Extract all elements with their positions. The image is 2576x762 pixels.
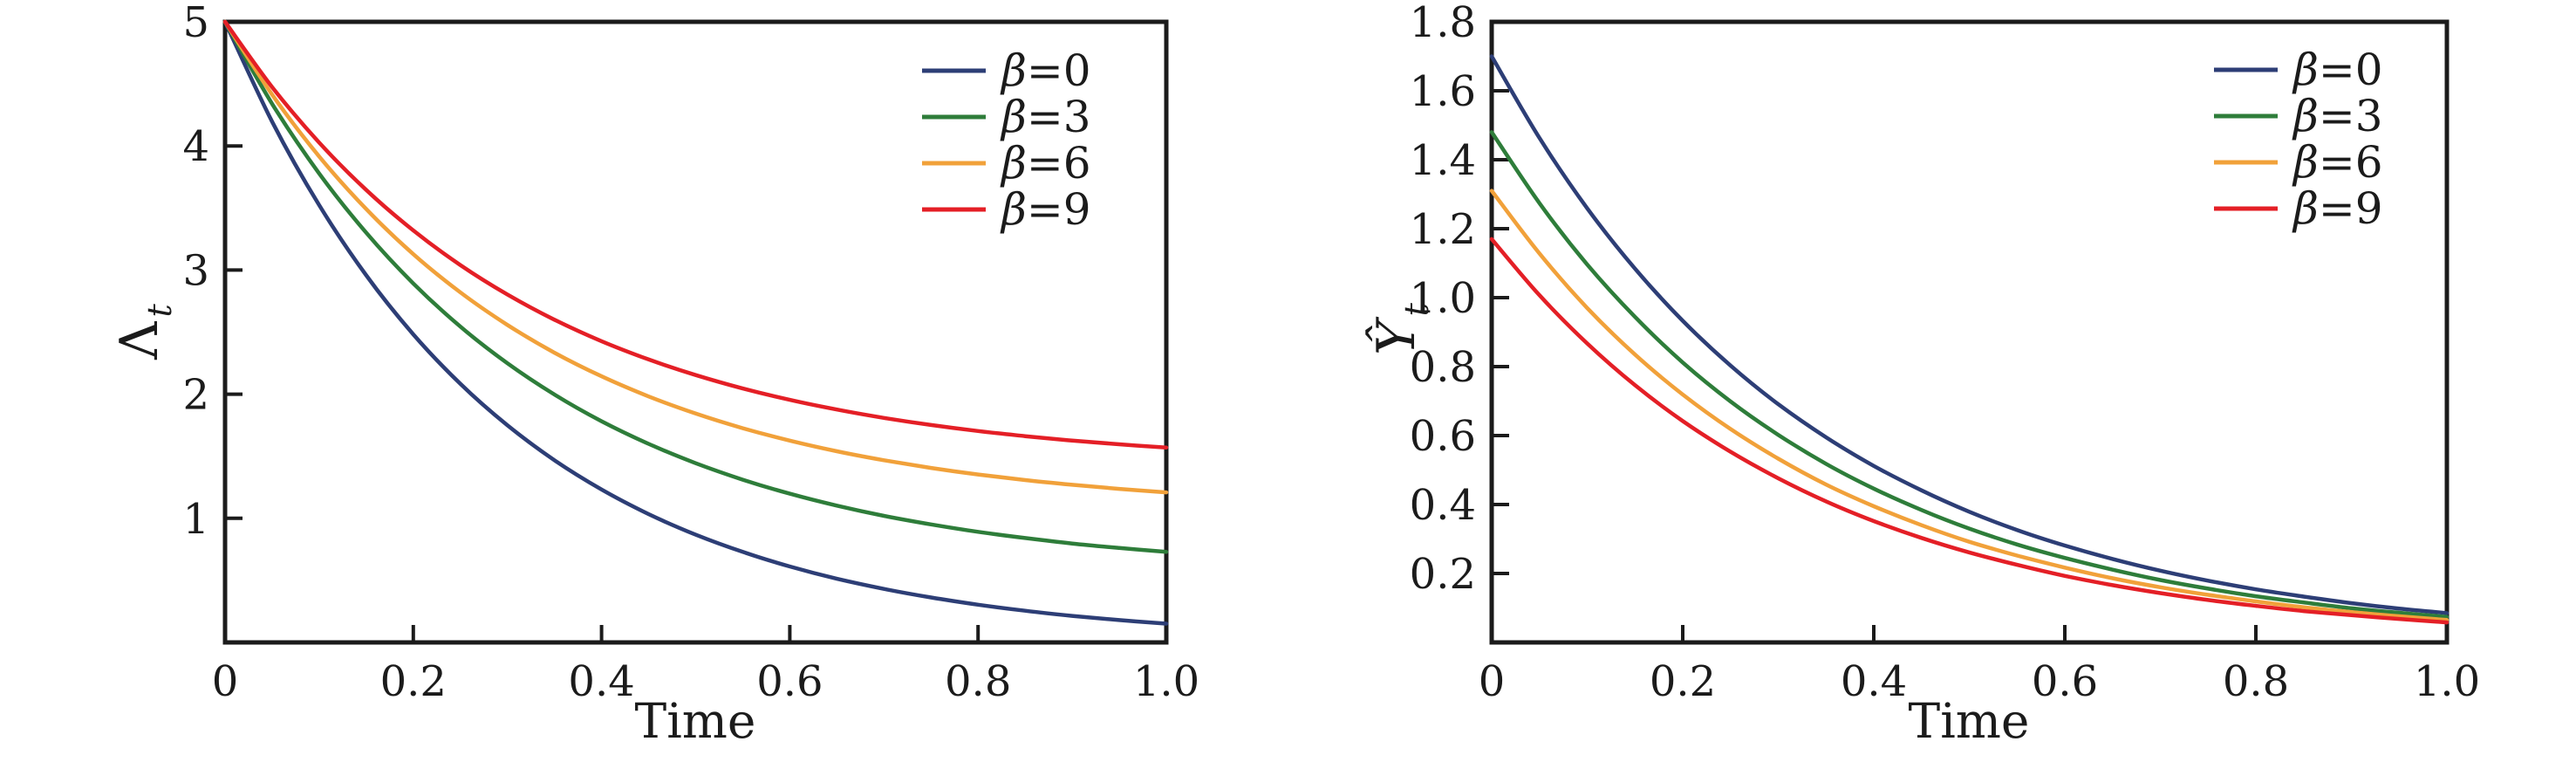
- x-tick-label: 0.6: [2032, 657, 2098, 706]
- curve-β=3: [222, 19, 1169, 554]
- y-tick-label: 1.4: [1410, 136, 1476, 185]
- y-axis-label-yhat: Ŷt: [1366, 303, 1436, 355]
- y-tick-label: 0.2: [1410, 550, 1476, 599]
- y-tick-label: 4: [182, 122, 209, 171]
- x-tick-label: 0.8: [2223, 657, 2289, 706]
- curve-β=6: [222, 19, 1169, 495]
- x-tick-label: 1.0: [2414, 657, 2480, 706]
- y-tick-label: 5: [182, 0, 209, 47]
- y-tick-label: 1.8: [1410, 0, 1476, 47]
- x-tick-label: 1.0: [1133, 657, 1199, 706]
- x-axis-label-left: Time: [634, 693, 756, 749]
- x-tick-label: 0.8: [945, 657, 1011, 706]
- y-axis-label-yhat-symbol: Ŷ: [1366, 320, 1427, 355]
- x-tick-label: 0.4: [1841, 657, 1907, 706]
- x-tick-label: 0: [212, 657, 239, 706]
- legend-label-β=0: β=0: [2292, 45, 2383, 95]
- y-tick-label: 0.4: [1410, 481, 1476, 530]
- curve-β=6: [1489, 189, 2450, 622]
- y-tick-label: 0.8: [1410, 343, 1476, 392]
- chart-yhat: 0 0.2 0.4 0.6 0.8 1.0 0.2 0.4 0.6 0.8 1.0 1.2 1.4 1.6…: [1410, 0, 2481, 706]
- plot-frame: [222, 19, 1169, 645]
- legend-label-β=6: β=6: [2292, 137, 2383, 188]
- y-tick-label: 2: [182, 371, 209, 420]
- curve-β=9: [1489, 237, 2450, 625]
- curve-β=0: [222, 19, 1169, 626]
- y-tick-label: 0.6: [1410, 412, 1476, 461]
- plot-frame: [1489, 19, 2450, 645]
- curve-β=0: [1489, 54, 2450, 615]
- legend-label-β=9: β=9: [2292, 183, 2383, 234]
- y-tick-label: 1.6: [1410, 67, 1476, 116]
- x-tick-label: 0.2: [1650, 657, 1716, 706]
- y-axis-label-lambda-subscript: t: [140, 304, 179, 318]
- y-tick-label: 1.2: [1410, 205, 1476, 254]
- x-tick-label: 0.2: [380, 657, 447, 706]
- y-tick-label: 1.0: [1410, 274, 1476, 323]
- curve-β=3: [1489, 130, 2450, 620]
- y-tick-label: 3: [182, 246, 209, 295]
- y-axis-label-lambda: Λt: [109, 304, 179, 360]
- legend-label-β=0: β=0: [1000, 45, 1091, 96]
- x-tick-label: 0.4: [568, 657, 634, 706]
- legend-label-β=9: β=9: [1000, 184, 1091, 235]
- legend-label-β=6: β=6: [1000, 138, 1091, 189]
- y-axis-label-lambda-symbol: Λ: [109, 321, 170, 360]
- x-tick-label: 0.6: [756, 657, 823, 706]
- chart-lambda: 0 0.2 0.4 0.6 0.8 1.0 1 2 3 4 5 β=0β=3β=6β=9: [182, 0, 1199, 706]
- y-axis-label-yhat-subscript: t: [1397, 303, 1436, 317]
- x-tick-label: 0: [1479, 657, 1506, 706]
- x-axis-label-right: Time: [1908, 693, 2030, 749]
- legend-label-β=3: β=3: [1000, 92, 1091, 142]
- y-tick-label: 1: [182, 495, 209, 544]
- legend-label-β=3: β=3: [2292, 91, 2383, 141]
- curve-β=9: [222, 19, 1169, 450]
